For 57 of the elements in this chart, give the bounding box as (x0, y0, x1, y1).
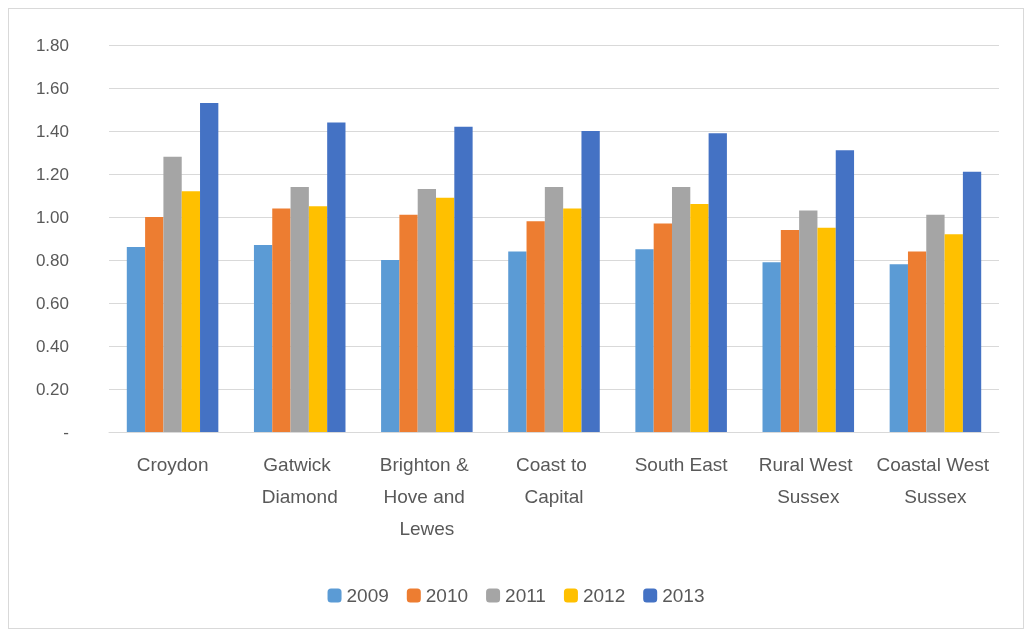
y-tick-label: 1.40 (35, 121, 69, 141)
bar (308, 206, 328, 432)
x-tick-label: South East (634, 453, 729, 475)
legend-label: 2010 (425, 585, 469, 606)
bar (817, 227, 836, 432)
bar (671, 186, 691, 432)
y-tick-label: 1.80 (35, 35, 69, 55)
bar (126, 247, 146, 432)
legend-label: 2012 (582, 585, 626, 606)
legend-label: 2013 (662, 585, 705, 606)
x-tick-label: Croydon (136, 453, 209, 475)
bar (653, 223, 672, 432)
bar (944, 234, 963, 432)
y-tick-label: 0.20 (35, 379, 69, 399)
bar (327, 122, 346, 432)
x-tick-label: Coastal West Sussex (876, 453, 995, 507)
y-tick-label: - (63, 422, 69, 442)
bar (835, 150, 855, 432)
y-tick-label: 1.00 (35, 207, 69, 227)
bar (290, 186, 309, 432)
bar (200, 103, 219, 432)
bar (526, 221, 545, 432)
y-tick-label: 0.40 (35, 336, 69, 356)
bar (272, 208, 291, 432)
bar (399, 214, 418, 432)
bar (907, 251, 927, 432)
bar (544, 186, 564, 432)
bar (762, 262, 781, 432)
y-tick-label: 0.60 (35, 293, 69, 313)
bar (635, 249, 654, 432)
y-tick-label: 1.60 (35, 78, 69, 98)
x-tick-label: Gatwick Diamond (261, 453, 338, 507)
bar (889, 264, 908, 432)
bar (799, 210, 818, 432)
x-tick-label: Coast to Capital (515, 453, 593, 507)
bar (253, 244, 273, 432)
bar (417, 189, 437, 432)
bar (454, 126, 473, 432)
bar (181, 191, 201, 432)
bar (145, 217, 164, 432)
legend-label: 2009 (346, 585, 389, 606)
bar (508, 251, 527, 432)
bar (926, 214, 945, 432)
bar (163, 156, 182, 432)
bar (581, 131, 600, 432)
x-tick-label: Brighton & Hove and Lewes (379, 453, 474, 539)
bar (780, 229, 800, 432)
legend-label: 2011 (505, 585, 546, 606)
bar (708, 133, 727, 432)
bar (563, 208, 582, 432)
x-tick-label: Rural West Sussex (758, 453, 858, 507)
bar (381, 260, 400, 432)
y-tick-label: 0.80 (35, 250, 69, 270)
bar (962, 171, 982, 432)
y-tick-label: 1.20 (35, 164, 69, 184)
bar (436, 197, 455, 432)
bar (690, 204, 709, 432)
